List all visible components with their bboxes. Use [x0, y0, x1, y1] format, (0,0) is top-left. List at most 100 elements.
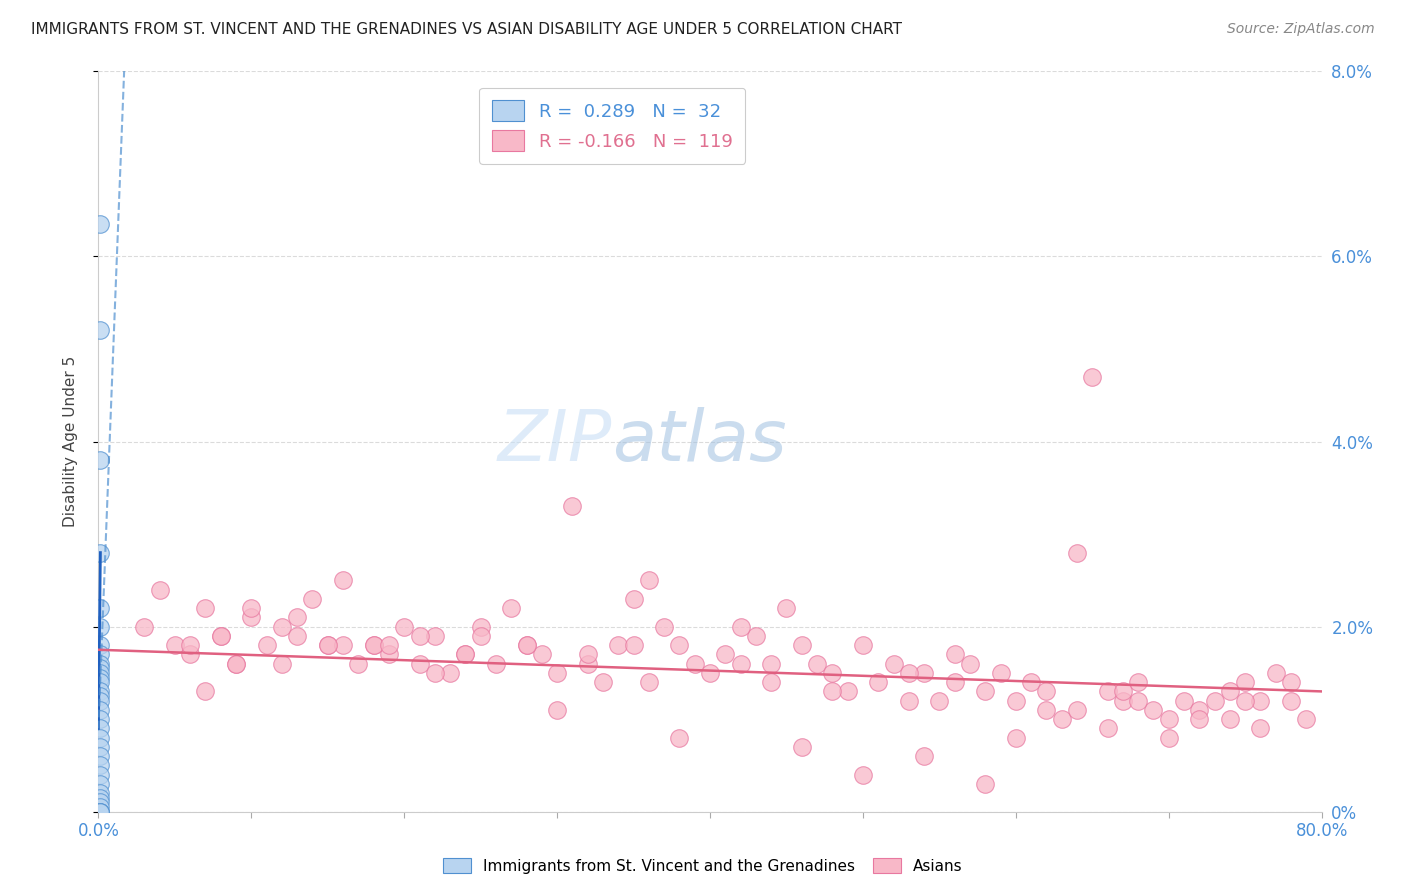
Point — [89, 324, 111, 338]
Text: Source: ZipAtlas.com: Source: ZipAtlas.com — [1227, 22, 1375, 37]
Point — [347, 657, 370, 671]
Point — [194, 601, 217, 615]
Point — [883, 657, 905, 671]
Point — [1188, 703, 1211, 717]
Point — [623, 591, 645, 606]
Point — [1035, 703, 1057, 717]
Point — [378, 648, 401, 662]
Point — [990, 665, 1012, 680]
Point — [806, 657, 828, 671]
Point — [868, 675, 890, 690]
Point — [1112, 694, 1135, 708]
Point — [149, 582, 172, 597]
Point — [89, 805, 111, 819]
Point — [561, 500, 583, 514]
Point — [89, 545, 111, 560]
Point — [1035, 684, 1057, 698]
Point — [89, 767, 111, 781]
Point — [89, 684, 111, 698]
Point — [1097, 684, 1119, 698]
Point — [1157, 731, 1180, 745]
Point — [439, 665, 461, 680]
Point — [928, 694, 950, 708]
Point — [209, 629, 232, 643]
Point — [1066, 545, 1088, 560]
Point — [637, 675, 661, 690]
Point — [89, 796, 111, 810]
Point — [683, 657, 706, 671]
Point — [89, 703, 111, 717]
Legend: Immigrants from St. Vincent and the Grenadines, Asians: Immigrants from St. Vincent and the Gren… — [437, 852, 969, 880]
Point — [897, 665, 920, 680]
Point — [209, 629, 232, 643]
Point — [89, 805, 111, 819]
Point — [730, 619, 752, 633]
Point — [89, 694, 111, 708]
Point — [89, 619, 111, 633]
Point — [730, 657, 752, 671]
Point — [501, 601, 523, 615]
Point — [637, 574, 661, 588]
Point — [408, 629, 430, 643]
Point — [378, 638, 401, 652]
Point — [912, 749, 935, 764]
Point — [316, 638, 339, 652]
Point — [470, 629, 492, 643]
Point — [285, 629, 308, 643]
Point — [89, 805, 111, 819]
Point — [408, 657, 430, 671]
Point — [592, 675, 614, 690]
Point — [392, 619, 416, 633]
Point — [516, 638, 538, 652]
Point — [485, 657, 508, 671]
Point — [225, 657, 247, 671]
Point — [470, 619, 492, 633]
Point — [974, 777, 997, 791]
Point — [1081, 369, 1104, 384]
Point — [423, 629, 446, 643]
Point — [454, 648, 477, 662]
Point — [194, 684, 217, 698]
Point — [89, 739, 111, 754]
Point — [1157, 712, 1180, 726]
Point — [623, 638, 645, 652]
Point — [714, 648, 737, 662]
Point — [1097, 722, 1119, 736]
Point — [1066, 703, 1088, 717]
Y-axis label: Disability Age Under 5: Disability Age Under 5 — [63, 356, 77, 527]
Point — [89, 731, 111, 745]
Point — [225, 657, 247, 671]
Point — [546, 703, 568, 717]
Point — [89, 453, 111, 467]
Point — [1249, 722, 1271, 736]
Point — [974, 684, 997, 698]
Point — [89, 722, 111, 736]
Point — [89, 777, 111, 791]
Point — [821, 665, 844, 680]
Point — [363, 638, 385, 652]
Point — [576, 657, 599, 671]
Point — [89, 758, 111, 772]
Point — [134, 619, 156, 633]
Point — [1279, 694, 1302, 708]
Point — [179, 638, 201, 652]
Point — [775, 601, 797, 615]
Point — [1204, 694, 1226, 708]
Point — [89, 657, 111, 671]
Point — [89, 217, 111, 231]
Point — [363, 638, 385, 652]
Point — [89, 786, 111, 800]
Point — [89, 712, 111, 726]
Point — [240, 610, 263, 624]
Point — [89, 675, 111, 690]
Point — [1019, 675, 1042, 690]
Point — [759, 675, 782, 690]
Point — [790, 739, 813, 754]
Point — [270, 619, 292, 633]
Point — [1128, 675, 1150, 690]
Point — [1279, 675, 1302, 690]
Point — [332, 574, 354, 588]
Point — [179, 648, 201, 662]
Point — [959, 657, 981, 671]
Text: atlas: atlas — [612, 407, 787, 476]
